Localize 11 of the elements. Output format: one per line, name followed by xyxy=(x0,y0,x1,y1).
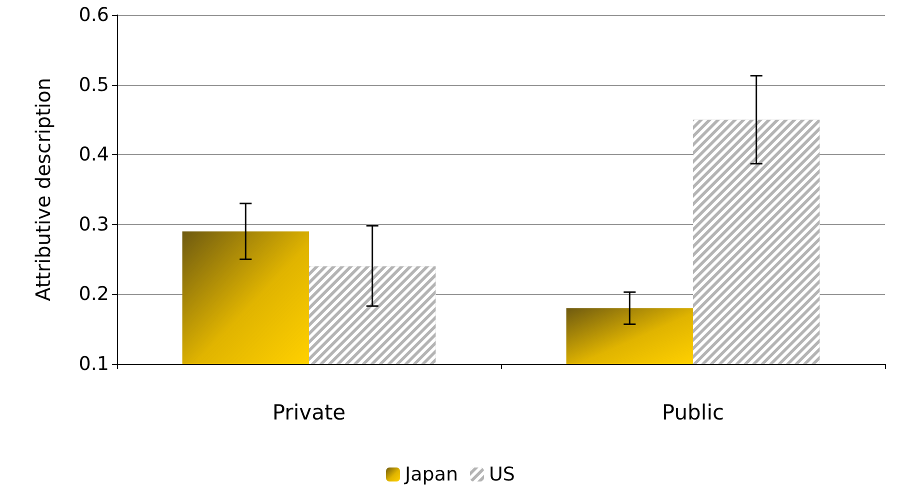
y-tick-label: 0.2 xyxy=(78,283,109,306)
y-tick-label: 0.3 xyxy=(78,213,109,236)
y-axis-title: Attributive description xyxy=(31,78,55,302)
legend-label: Japan xyxy=(404,464,458,486)
legend-label: US xyxy=(489,464,515,486)
x-tick-label: Private xyxy=(272,400,346,424)
y-tick-label: 0.4 xyxy=(78,144,109,166)
y-tick-label: 0.1 xyxy=(78,353,109,375)
y-tick-label: 0.6 xyxy=(78,4,109,26)
x-tick-label: Public xyxy=(662,400,724,424)
y-tick-label: 0.5 xyxy=(78,74,109,96)
